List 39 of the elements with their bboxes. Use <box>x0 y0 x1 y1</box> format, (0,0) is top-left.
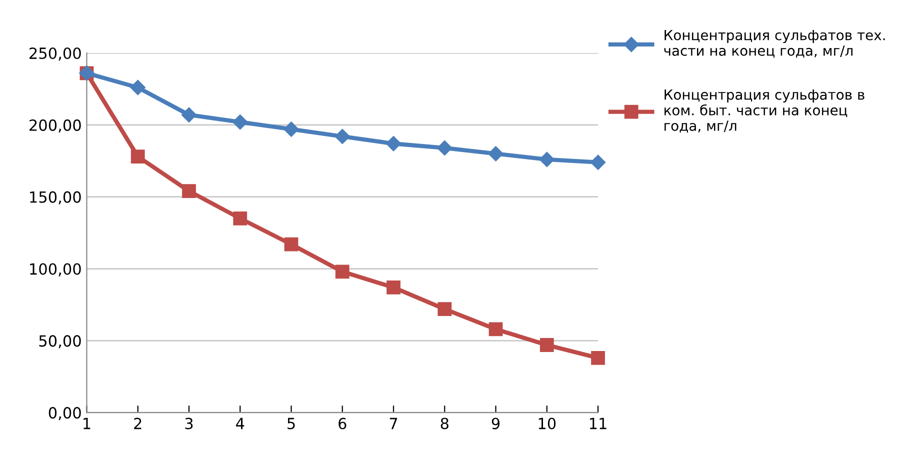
point <box>284 237 298 252</box>
point <box>386 280 400 294</box>
y-tick-label: 200,00 <box>30 119 81 133</box>
point <box>488 146 504 162</box>
y-tick-label: 0,00 <box>48 407 81 420</box>
x-tick-label: 6 <box>338 418 346 430</box>
point <box>233 211 248 226</box>
legend-label: Концентрация сульфатов тех. части на конец года, мг/л <box>664 30 885 58</box>
point <box>181 107 197 122</box>
point <box>438 302 452 316</box>
point <box>130 80 146 96</box>
point <box>591 350 605 365</box>
x-tick-label: 2 <box>134 418 142 430</box>
x-tick-label: 1 <box>84 418 90 430</box>
x-tick-label: 11 <box>590 418 606 430</box>
y-tick-label: 100,00 <box>30 263 81 276</box>
legend-label: Концентрация сульфатов в ком. быт. части на конец года, мг/л <box>664 90 864 133</box>
point <box>540 338 554 352</box>
point <box>488 322 503 336</box>
point <box>334 128 350 144</box>
x-tick-label: 7 <box>390 418 398 430</box>
y-tick-label: 250,00 <box>30 47 81 61</box>
point <box>539 152 554 168</box>
x-tick-label: 4 <box>236 418 244 430</box>
point <box>182 184 196 198</box>
point <box>130 150 145 164</box>
x-tick-label: 5 <box>288 418 295 430</box>
x-tick-label: 10 <box>538 418 556 430</box>
point <box>232 114 248 130</box>
y-tick-label: 150,00 <box>30 191 81 204</box>
point <box>335 264 350 279</box>
point <box>284 122 299 137</box>
y-tick-label: 50,00 <box>39 335 81 348</box>
point <box>590 154 606 170</box>
x-tick-label: 3 <box>185 418 193 430</box>
x-tick-label: 8 <box>440 418 448 430</box>
point <box>437 140 452 156</box>
point <box>386 136 402 152</box>
x-tick-label: 9 <box>492 418 500 430</box>
